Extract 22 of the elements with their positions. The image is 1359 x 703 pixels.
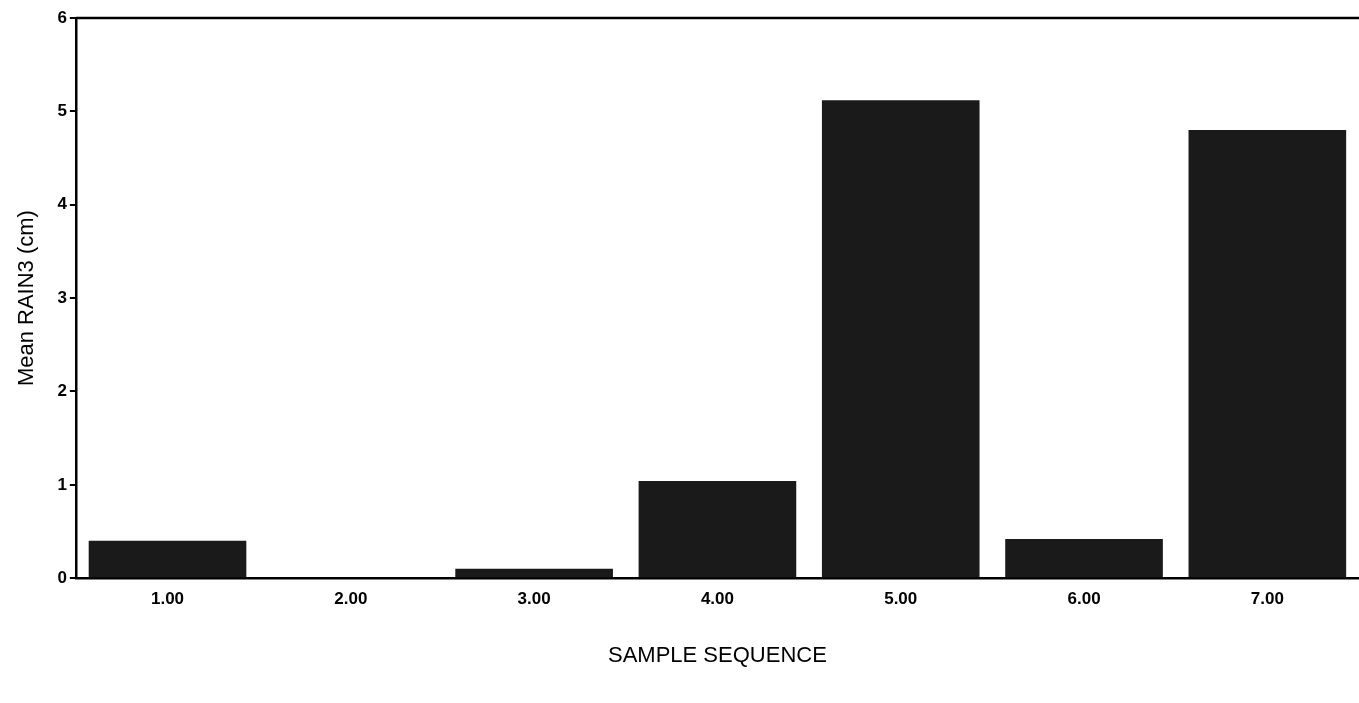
x-tick-label: 2.00 bbox=[334, 589, 368, 609]
y-tick-label: 0 bbox=[57, 567, 67, 587]
y-axis-title: Mean RAIN3 (cm) bbox=[13, 210, 39, 387]
y-tick-label: 1 bbox=[57, 474, 67, 494]
x-tick-label: 7.00 bbox=[1250, 589, 1284, 609]
x-tick-label: 1.00 bbox=[150, 589, 185, 609]
y-tick-label: 5 bbox=[57, 101, 67, 121]
bar bbox=[455, 568, 613, 578]
bar bbox=[638, 481, 797, 578]
bar bbox=[88, 540, 247, 578]
bar bbox=[1005, 538, 1163, 578]
y-tick-label: 6 bbox=[57, 7, 67, 27]
x-axis-title: SAMPLE SEQUENCE bbox=[608, 641, 827, 667]
x-tick-label: 6.00 bbox=[1067, 589, 1101, 609]
x-tick-label: 5.00 bbox=[884, 589, 918, 609]
x-tick-label: 3.00 bbox=[517, 589, 551, 609]
x-tick-label: 4.00 bbox=[700, 589, 734, 609]
bar bbox=[1188, 130, 1347, 578]
y-tick-label: 3 bbox=[57, 287, 67, 307]
y-tick-label: 2 bbox=[57, 381, 67, 401]
bar bbox=[821, 100, 980, 578]
y-tick-label: 4 bbox=[57, 194, 68, 214]
